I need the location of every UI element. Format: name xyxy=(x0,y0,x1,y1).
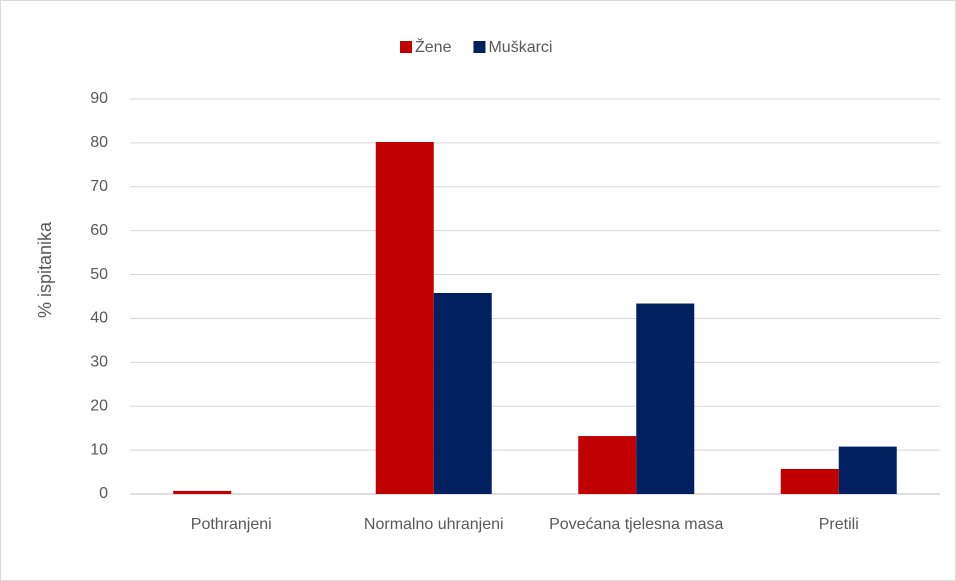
y-tick-label: 80 xyxy=(90,134,108,151)
y-tick-label: 10 xyxy=(90,441,108,458)
y-tick-label: 0 xyxy=(99,485,108,502)
y-axis-label: % ispitanika xyxy=(35,221,55,318)
bar xyxy=(578,436,637,494)
bar xyxy=(173,490,232,494)
y-tick-label: 70 xyxy=(90,178,108,195)
bar xyxy=(375,142,434,494)
x-tick-label: Pretili xyxy=(819,516,859,533)
legend-label: Muškarci xyxy=(488,39,552,56)
y-tick-label: 20 xyxy=(90,397,108,414)
x-tick-label: Povećana tjelesna masa xyxy=(549,516,723,533)
legend-swatch xyxy=(400,41,412,53)
bar xyxy=(433,292,492,494)
y-tick-label: 60 xyxy=(90,222,108,239)
y-tick-label: 90 xyxy=(90,90,108,107)
bar xyxy=(636,303,695,494)
y-tick-label: 40 xyxy=(90,310,108,327)
x-tick-label: Normalno uhranjeni xyxy=(364,516,504,533)
bar xyxy=(838,446,897,494)
y-tick-label: 50 xyxy=(90,266,108,283)
legend-swatch xyxy=(473,41,486,53)
x-tick-label: Pothranjeni xyxy=(191,516,272,533)
bar xyxy=(780,468,839,494)
y-tick-label: 30 xyxy=(90,354,108,371)
legend-label: Žene xyxy=(415,37,452,56)
